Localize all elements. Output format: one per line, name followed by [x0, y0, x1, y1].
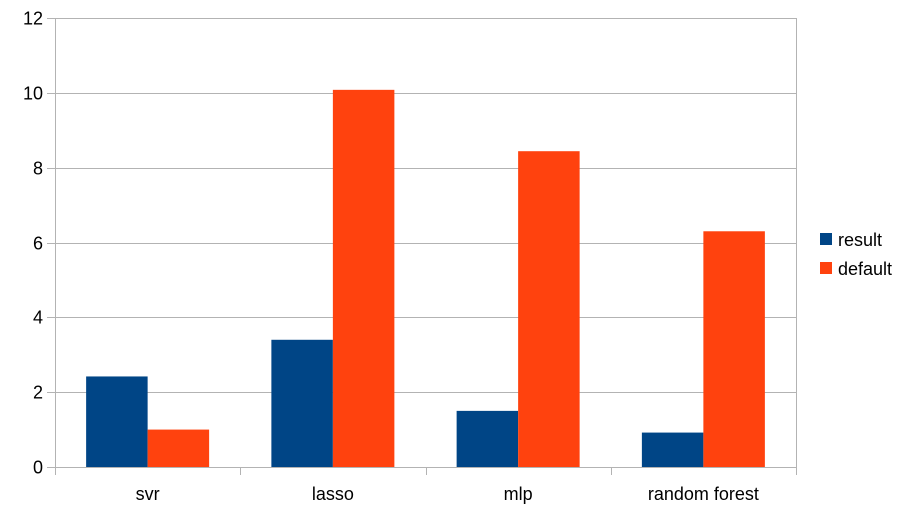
- y-tick-label: 8: [33, 159, 43, 179]
- bar-result-mlp: [456, 410, 519, 467]
- legend: result default: [820, 230, 892, 279]
- y-tick-label: 6: [33, 234, 43, 254]
- x-tick-label: random forest: [648, 484, 759, 504]
- bars: [86, 89, 765, 467]
- x-tick-label: mlp: [504, 484, 533, 504]
- legend-swatch-result: [820, 233, 832, 245]
- bar-default-lasso: [332, 89, 395, 467]
- gridlines: [55, 18, 796, 468]
- bar-result-svr: [86, 376, 148, 467]
- y-tick-label: 0: [33, 458, 43, 478]
- x-tick-label: svr: [136, 484, 160, 504]
- legend-label-result: result: [838, 230, 882, 250]
- y-tick-label: 10: [23, 84, 43, 104]
- legend-label-default: default: [838, 259, 892, 279]
- x-axis-ticks: svr lasso mlp random forest: [136, 484, 759, 504]
- bar-result-lasso: [271, 339, 333, 467]
- bar-default-random-forest: [703, 231, 765, 467]
- y-tick-label: 2: [33, 383, 43, 403]
- x-tick-label: lasso: [312, 484, 354, 504]
- y-tick-label: 4: [33, 308, 43, 328]
- axes: [47, 18, 797, 475]
- bar-default-mlp: [518, 151, 580, 467]
- y-tick-label: 12: [23, 9, 43, 29]
- bar-default-svr: [147, 429, 210, 467]
- legend-swatch-default: [820, 262, 832, 274]
- y-axis-ticks: 0 2 4 6 8 10 12: [23, 9, 43, 478]
- bar-result-random-forest: [641, 432, 704, 467]
